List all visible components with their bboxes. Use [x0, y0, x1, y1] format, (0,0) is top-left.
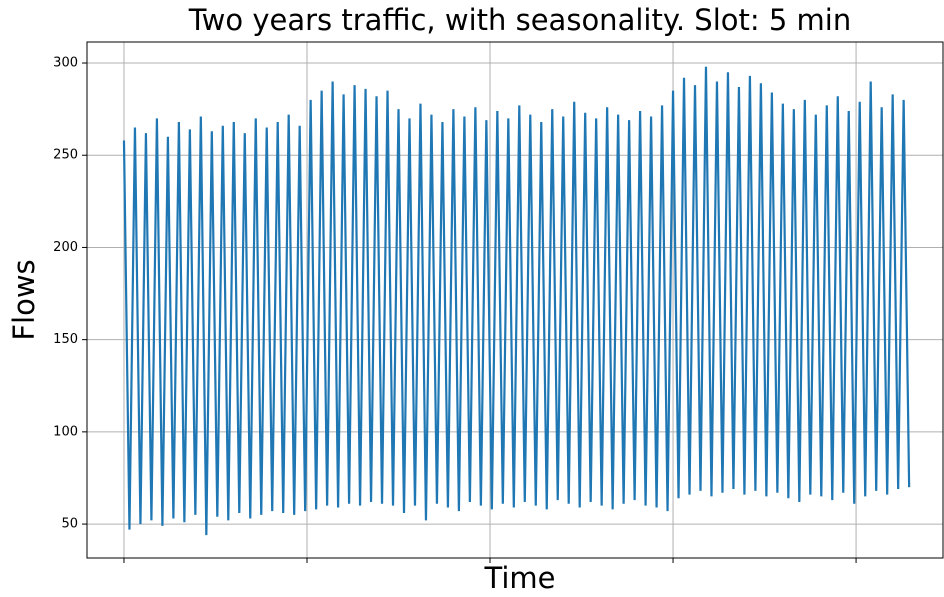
y-tick-label: 250 [53, 148, 78, 163]
y-tick-label: 200 [53, 240, 78, 255]
line-series [122, 66, 911, 536]
y-tick-label: 100 [53, 424, 78, 439]
axes-frame [86, 41, 944, 559]
y-tick-label: 150 [53, 332, 78, 347]
y-axis-label: Flows [7, 259, 41, 340]
x-axis-label: Time [484, 561, 556, 595]
chart-title: Two years traffic, with seasonality. Slo… [188, 3, 851, 37]
plot-area [122, 66, 911, 536]
y-tick-label: 300 [53, 56, 78, 71]
y-tick-label: 50 [61, 517, 78, 532]
